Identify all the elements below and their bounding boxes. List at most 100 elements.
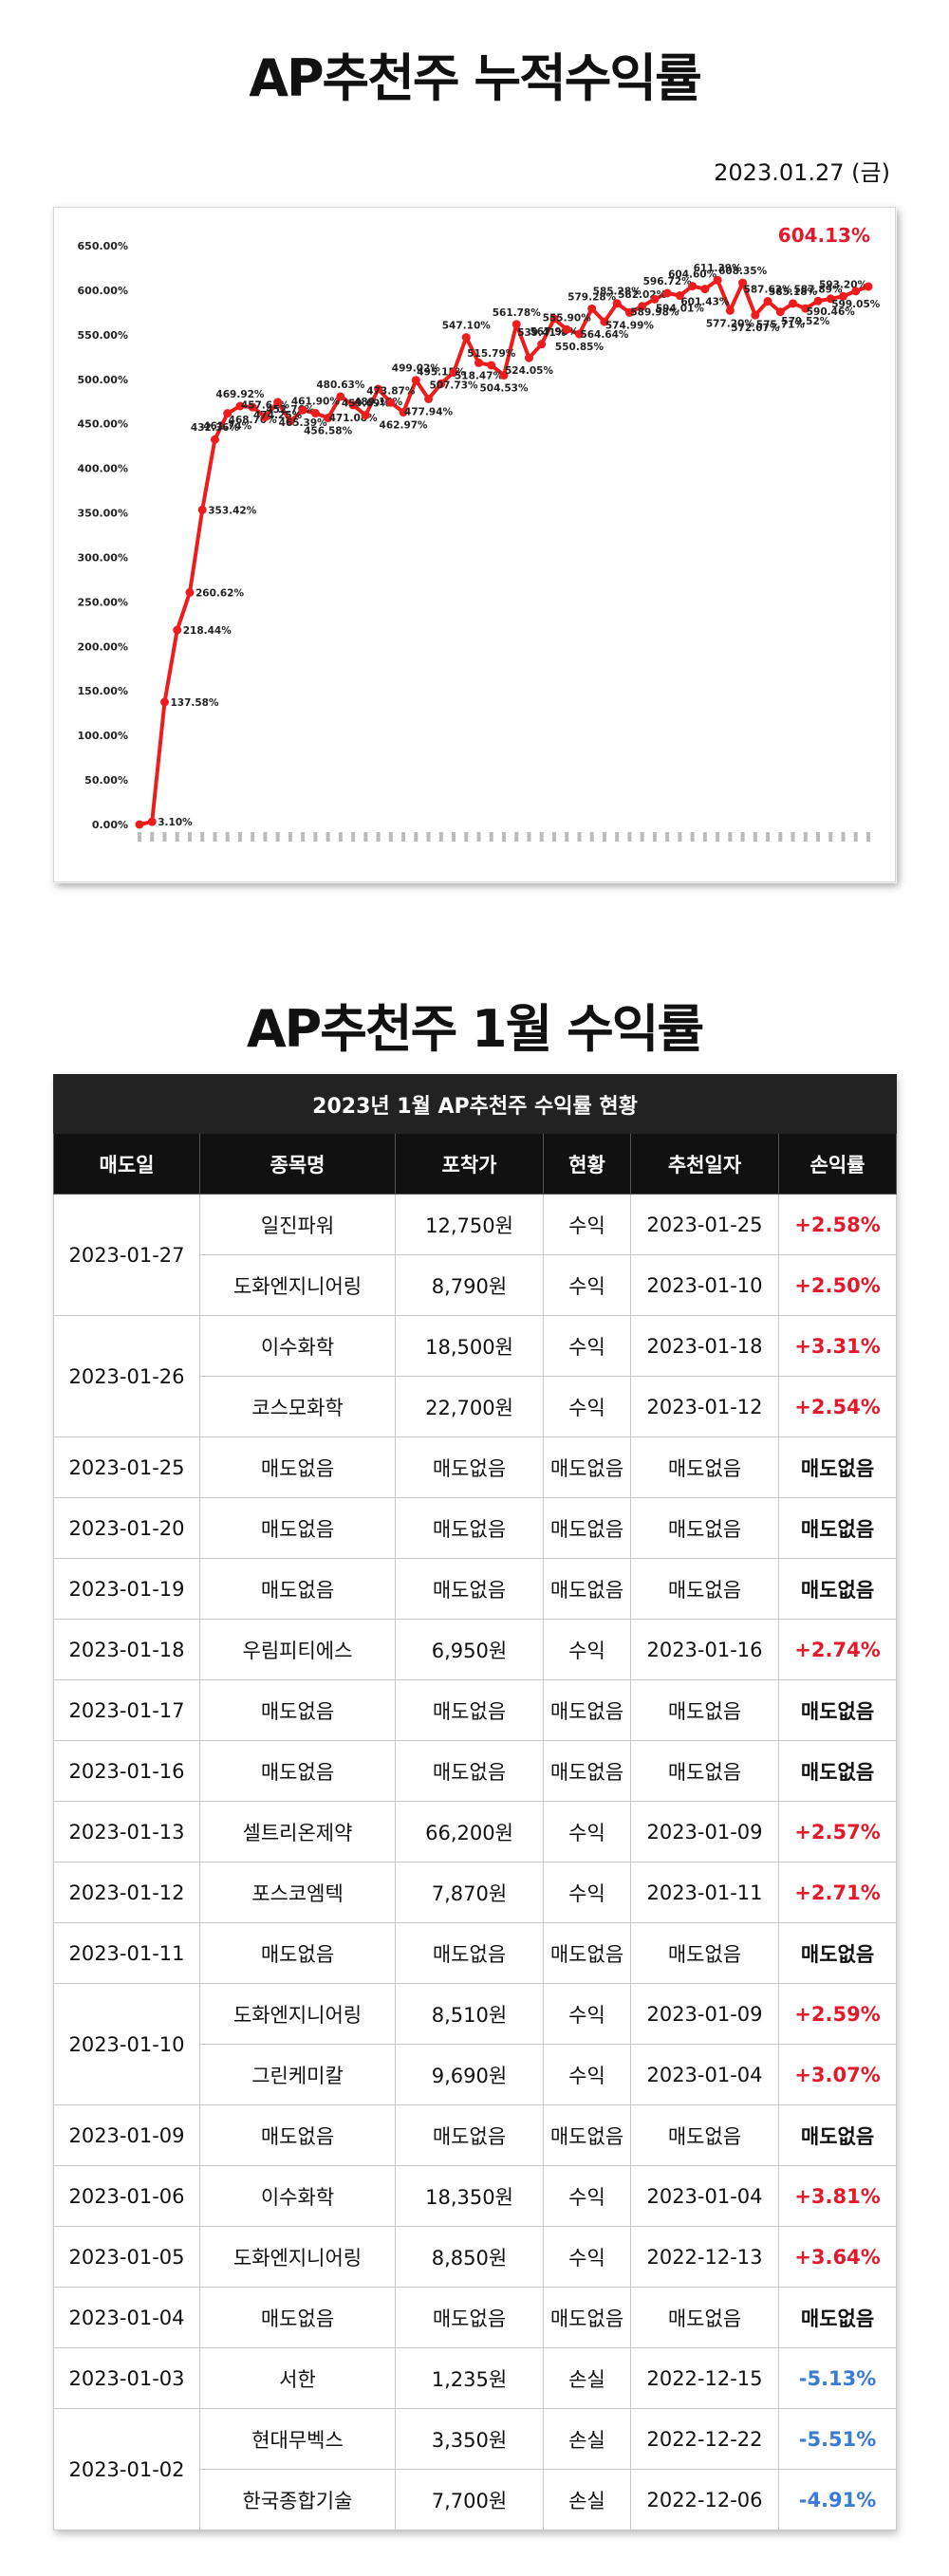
status-cell: 손실 xyxy=(543,2469,631,2530)
data-label: 589.98% xyxy=(630,306,679,318)
data-point xyxy=(248,402,257,412)
status-cell: 매도없음 xyxy=(543,1497,631,1559)
stock-name-cell: 매도없음 xyxy=(199,1679,396,1741)
return-rate-cell: +2.50% xyxy=(777,1254,898,1316)
data-label: 599.05% xyxy=(831,299,881,310)
stock-name-cell: 서한 xyxy=(199,2347,396,2409)
capture-price-cell: 매도없음 xyxy=(395,1740,544,1802)
return-rate-cell: +3.31% xyxy=(777,1315,898,1377)
data-label: 480.63% xyxy=(316,380,365,391)
data-label: 499.02% xyxy=(392,363,441,375)
data-point xyxy=(600,317,609,326)
status-cell: 매도없음 xyxy=(543,1922,631,1984)
data-label: 465.39% xyxy=(279,417,328,429)
data-label: 579.28% xyxy=(568,291,617,303)
data-label: 590.46% xyxy=(807,306,856,318)
cumulative-return-chart: 0.00% 50.00% 100.00% 150.00% 200.00% 250.00% 3… xyxy=(53,207,896,882)
sell-date-cell: 2023-01-16 xyxy=(53,1740,200,1802)
capture-price-cell: 매도없음 xyxy=(395,1922,544,1984)
return-rate-cell: +3.07% xyxy=(777,2044,898,2105)
table-row: 2023-01-05 도화엔지니어링 8,850원 수익 2022-12-13 +3.64… xyxy=(53,2226,898,2288)
sell-date-cell: 2023-01-26 xyxy=(53,1315,200,1437)
recommend-date-cell: 매도없음 xyxy=(630,1679,779,1741)
data-label: 260.62% xyxy=(195,587,245,599)
data-label: 518.47% xyxy=(455,370,504,381)
capture-price-cell: 66,200원 xyxy=(395,1801,544,1863)
stock-name-cell: 매도없음 xyxy=(199,2287,396,2348)
status-cell: 매도없음 xyxy=(543,1740,631,1802)
page-title: AP추천주 누적수익률 xyxy=(249,48,702,108)
data-label: 555.90% xyxy=(543,312,592,324)
data-point xyxy=(650,294,660,304)
y-tick-label: 300.00% xyxy=(78,551,128,564)
data-label: 585.18% xyxy=(769,287,818,298)
status-cell: 매도없음 xyxy=(543,2104,631,2166)
return-rate-cell: +3.64% xyxy=(777,2226,898,2288)
return-rate-cell: 매도없음 xyxy=(777,1679,898,1741)
data-label: 572.07% xyxy=(731,323,780,334)
table-row: 2023-01-04 매도없음 매도없음 매도없음 매도없음 매도없음 xyxy=(53,2287,898,2348)
data-label: 137.58% xyxy=(170,697,219,709)
table-row: 2023-01-19 매도없음 매도없음 매도없음 매도없음 매도없음 xyxy=(53,1558,898,1620)
capture-price-cell: 3,350원 xyxy=(395,2408,544,2470)
data-label: 593.20% xyxy=(819,279,868,290)
data-label: 550.85% xyxy=(555,342,605,353)
data-point xyxy=(424,394,434,403)
data-label: 587.62% xyxy=(744,285,793,296)
table-row: 2023-01-09 매도없음 매도없음 매도없음 매도없음 매도없음 xyxy=(53,2104,898,2166)
data-point xyxy=(173,625,182,635)
data-point xyxy=(725,306,735,315)
chart-svg: 0.00% 50.00% 100.00% 150.00% 200.00% 250.00% 3… xyxy=(78,224,881,842)
y-tick-label: 650.00% xyxy=(78,240,128,252)
data-label: 564.64% xyxy=(580,329,629,341)
stock-name-cell: 이수화학 xyxy=(199,2165,396,2227)
sell-date-cell: 2023-01-11 xyxy=(53,1922,200,1984)
recommend-date-cell: 2023-01-12 xyxy=(630,1376,779,1437)
return-rate-cell: -4.91% xyxy=(777,2469,898,2530)
y-tick-label: 500.00% xyxy=(78,374,128,386)
stock-name-cell: 도화엔지니어링 xyxy=(199,1983,396,2045)
stock-name-cell: 매도없음 xyxy=(199,1436,396,1498)
data-label: 473.87% xyxy=(366,385,416,397)
recommend-date-cell: 2023-01-25 xyxy=(630,1194,779,1255)
stock-name-cell: 일진파워 xyxy=(199,1194,396,1255)
sell-date-cell: 2023-01-13 xyxy=(53,1801,200,1863)
data-point xyxy=(713,275,722,285)
table-row: 한국종합기술 7,700원 손실 2022-12-06 -4.91% xyxy=(54,2469,898,2530)
table-row: 2023-01-16 매도없음 매도없음 매도없음 매도없음 매도없음 xyxy=(53,1740,898,1802)
status-cell: 수익 xyxy=(543,1254,631,1316)
capture-price-cell: 매도없음 xyxy=(395,1679,544,1741)
data-label: 477.94% xyxy=(404,406,454,417)
return-rate-cell: 매도없음 xyxy=(777,1497,898,1559)
return-rate-cell: 매도없음 xyxy=(777,1922,898,1984)
data-label: 539.41% xyxy=(517,327,567,339)
sell-date-cell: 2023-01-09 xyxy=(53,2104,200,2166)
data-label: 432.36% xyxy=(191,422,240,434)
recommend-date-cell: 매도없음 xyxy=(630,1558,779,1620)
data-point xyxy=(826,294,835,304)
capture-price-cell: 18,500원 xyxy=(395,1315,544,1377)
stock-name-cell: 현대무벡스 xyxy=(199,2408,396,2470)
y-tick-label: 350.00% xyxy=(78,508,128,520)
data-point xyxy=(789,299,798,308)
data-point xyxy=(159,697,169,707)
return-rate-cell: -5.13% xyxy=(777,2347,898,2409)
data-point xyxy=(324,414,333,423)
table-row: 코스모화학 22,700원 수익 2023-01-12 +2.54% xyxy=(54,1376,898,1437)
data-label: 596.72% xyxy=(643,276,693,287)
stock-name-cell: 그린케미칼 xyxy=(199,2044,396,2105)
data-label: 567.96% xyxy=(530,326,579,338)
data-label: 461.74% xyxy=(203,421,252,433)
data-point xyxy=(411,376,420,385)
header-return-rate: 손익률 xyxy=(777,1133,898,1195)
capture-price-cell: 매도없음 xyxy=(395,1436,544,1498)
data-point xyxy=(286,417,295,426)
status-cell: 수익 xyxy=(543,1376,631,1437)
recommend-date-cell: 2023-01-09 xyxy=(630,1801,779,1863)
data-label: 507.73% xyxy=(430,380,479,392)
table-row: 2023-01-12 포스코엠텍 7,870원 수익 2023-01-11 +2.71% xyxy=(53,1862,898,1923)
capture-price-cell: 7,700원 xyxy=(395,2469,544,2530)
capture-price-cell: 1,235원 xyxy=(395,2347,544,2409)
recommend-date-cell: 매도없음 xyxy=(630,1922,779,1984)
header-status: 현황 xyxy=(543,1133,631,1195)
